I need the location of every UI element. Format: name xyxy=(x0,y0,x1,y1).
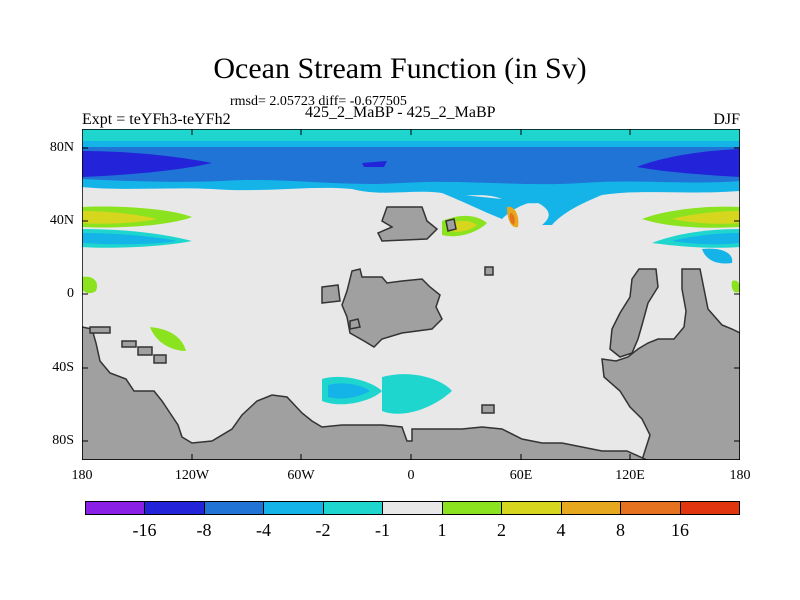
lon-label-60e: 60E xyxy=(509,468,533,483)
lon-label-120w: 120W xyxy=(174,468,210,483)
colorbar-label: 4 xyxy=(556,520,566,540)
colorbar xyxy=(85,501,740,515)
colorbar-label: -2 xyxy=(315,520,331,540)
colorbar-swatch xyxy=(264,502,324,514)
lat-label-40s: 40S xyxy=(52,360,74,375)
arctic-band xyxy=(82,129,740,225)
colorbar-label: -1 xyxy=(375,520,390,540)
colorbar-label: 2 xyxy=(497,520,506,540)
colorbar-swatch xyxy=(86,502,146,514)
experiment-label: Expt = teYFh3-teYFh2 xyxy=(82,111,231,128)
colorbar-swatch xyxy=(680,502,739,514)
colorbar-swatch xyxy=(323,502,384,514)
chart-title: Ocean Stream Function (in Sv) xyxy=(213,52,587,85)
colorbar-swatch xyxy=(621,502,681,514)
map-panel xyxy=(81,128,741,461)
map-ticks xyxy=(82,129,740,460)
colorbar-swatch xyxy=(561,502,622,514)
colorbar-swatch xyxy=(383,502,443,514)
season-label: DJF xyxy=(713,111,740,128)
colorbar-label: -8 xyxy=(196,520,212,540)
land-masses xyxy=(81,206,741,461)
run-label: 425_2_MaBP - 425_2_MaBP xyxy=(305,104,496,121)
lon-label-0: 0 xyxy=(407,468,415,483)
colorbar-label: -16 xyxy=(132,520,157,540)
colorbar-swatch xyxy=(442,502,503,514)
colorbar-swatch xyxy=(145,502,205,514)
lat-label-80s: 80S xyxy=(52,433,74,448)
lat-label-0: 0 xyxy=(67,286,74,301)
lat-label-40n: 40N xyxy=(49,213,74,228)
colorbar-label: 16 xyxy=(671,520,689,540)
colorbar-label: 8 xyxy=(616,520,625,540)
positive-anomalies xyxy=(82,206,740,414)
lon-label-180w: 180 xyxy=(71,468,93,483)
lat-label-80n: 80N xyxy=(49,140,74,155)
colorbar-swatch xyxy=(502,502,562,514)
colorbar-label: -4 xyxy=(256,520,271,540)
stream-function-map xyxy=(81,128,741,461)
stats-line: rmsd= 2.05723 diff= -0.677505 xyxy=(230,94,407,109)
colorbar-label: 1 xyxy=(437,520,447,540)
colorbar-swatch xyxy=(204,502,265,514)
lon-label-60w: 60W xyxy=(287,468,315,483)
lon-label-180e: 180 xyxy=(729,468,751,483)
lon-label-120e: 120E xyxy=(615,468,645,483)
